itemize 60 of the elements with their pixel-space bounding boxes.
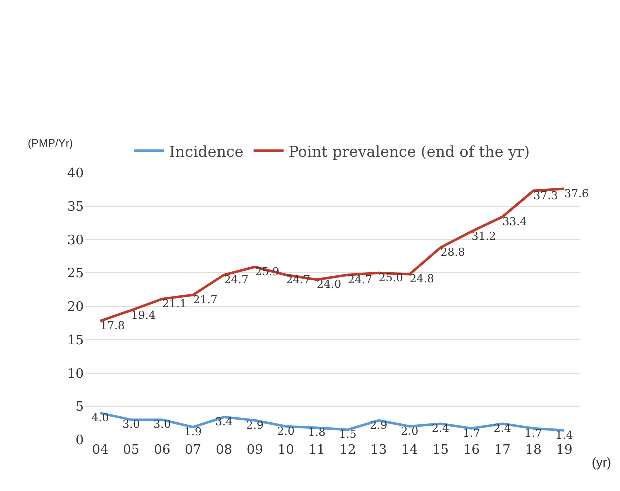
y-tick-label: 10 [67,366,84,382]
line-series [99,188,566,322]
x-tick-label: 15 [432,443,450,458]
y-tick-label: 5 [76,400,84,416]
data-label: 2.4 [494,422,512,436]
x-tick-label: 10 [278,443,294,458]
x-tick-label: 19 [556,443,573,458]
x-tick-label: 06 [154,443,171,458]
x-tick-label: 16 [463,443,480,458]
data-label: 19.4 [131,308,156,322]
x-tick-label: 07 [185,443,202,458]
data-label: 1.7 [462,426,480,440]
x-tick-label: 12 [340,443,356,458]
x-tick-label: 11 [308,443,326,458]
data-label: 24.7 [348,273,372,286]
data-label: 3.0 [122,418,140,432]
data-label: 24.0 [317,278,342,292]
y-tick-label: 0 [76,434,84,449]
data-label: 2.0 [277,424,295,438]
data-label: 25.0 [378,271,404,284]
x-tick-label: 08 [216,443,232,458]
x-tick-label: 04 [92,443,109,458]
data-label: 28.8 [440,246,466,260]
x-tick-label: 17 [494,443,511,458]
data-label: 24.7 [224,273,249,286]
x-tick-label: 14 [402,443,418,458]
legend-label: Point prevalence (end of the yr) [288,142,530,161]
data-label: 1.5 [339,428,357,442]
data-label: 1.9 [184,426,202,439]
x-axis-title: (yr) [592,455,612,470]
x-tick-label: 05 [123,443,140,458]
data-label: 2.9 [370,418,388,432]
x-tick-label: 13 [370,443,388,458]
y-tick-label: 30 [67,233,84,248]
y-tick-label: 20 [67,300,84,316]
data-label: 31.2 [472,230,496,243]
data-label: 1.4 [556,428,574,442]
data-label: 1.7 [524,426,542,440]
y-tick-label: 25 [67,266,84,282]
data-label: 4.0 [92,412,110,425]
y-tick-label: 40 [67,166,84,182]
data-label: 33.4 [502,215,528,228]
data-label: 24.8 [410,272,434,286]
data-label: 3.4 [215,416,233,429]
data-label: 2.4 [432,422,450,436]
data-label: 2.9 [246,418,264,432]
y-tick-label: 35 [67,200,84,215]
data-label: 3.0 [154,418,172,432]
data-label: 2.0 [401,424,419,438]
legend-label: Incidence [170,142,244,161]
data-label: 17.8 [100,319,125,332]
data-label: 21.1 [162,297,187,310]
y-axis-title: (PMP/Yr) [28,138,74,150]
data-label: 37.3 [534,189,558,202]
data-label: 21.7 [193,293,218,306]
data-label: 37.6 [564,187,590,200]
y-tick-label: 15 [67,333,84,348]
x-tick-label: 09 [246,443,264,458]
x-tick-label: 18 [525,443,542,458]
data-label: 1.8 [308,426,326,440]
